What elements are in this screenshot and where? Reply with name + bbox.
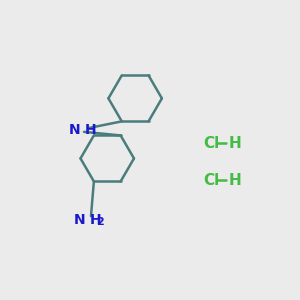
- Text: N: N: [74, 213, 85, 226]
- Text: H: H: [228, 173, 241, 188]
- Text: H: H: [90, 213, 101, 226]
- Text: H: H: [85, 123, 97, 136]
- Text: Cl: Cl: [204, 136, 220, 151]
- Text: N: N: [69, 123, 80, 136]
- Text: 2: 2: [96, 218, 104, 227]
- Text: Cl: Cl: [204, 173, 220, 188]
- Text: H: H: [228, 136, 241, 151]
